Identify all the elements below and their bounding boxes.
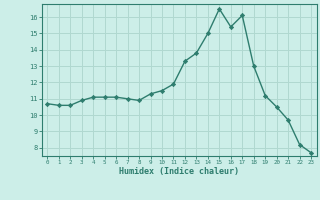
X-axis label: Humidex (Indice chaleur): Humidex (Indice chaleur) bbox=[119, 167, 239, 176]
